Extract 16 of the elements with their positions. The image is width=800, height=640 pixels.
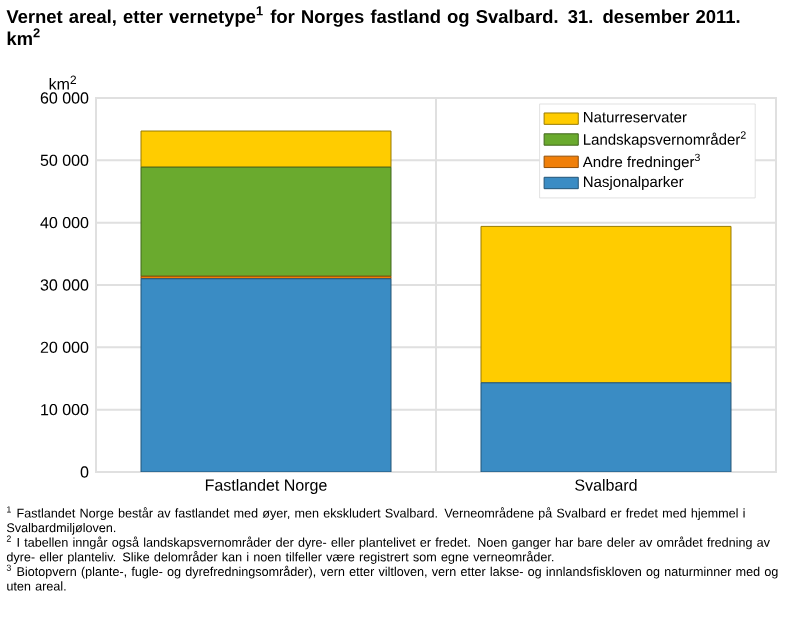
y-tick-label: 60 000 bbox=[40, 92, 89, 104]
y-axis-title: km$^{2}$ bbox=[49, 75, 77, 90]
bar bbox=[140, 130, 392, 168]
x-tick-label: Fastlandet Norge bbox=[205, 479, 327, 494]
y-tick-label: 30 000 bbox=[40, 279, 89, 291]
bar bbox=[140, 278, 392, 472]
y-tick-label: 0 bbox=[80, 466, 89, 478]
y-tick-label: 10 000 bbox=[41, 403, 89, 416]
chart-title: Vernet areal, etter vernetype$^{1}$ for Norges fastland og Svalbard. 31. desember 2011. km$^{2}$ bbox=[6, 6, 740, 45]
bar bbox=[480, 382, 732, 472]
y-tick-label: 40 000 bbox=[40, 216, 89, 229]
y-tick-label: 20 000 bbox=[40, 341, 89, 353]
bar bbox=[140, 166, 392, 277]
bar bbox=[480, 225, 732, 384]
y-tick-label: 50 000 bbox=[40, 154, 89, 166]
x-tick-label: Svalbard bbox=[575, 479, 637, 491]
